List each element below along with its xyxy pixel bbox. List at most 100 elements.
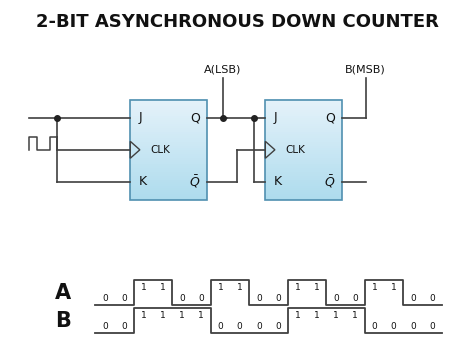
Text: $\bar{Q}$: $\bar{Q}$	[189, 173, 201, 190]
Bar	[130, 131, 207, 134]
Text: 0: 0	[391, 322, 397, 331]
Bar	[130, 197, 207, 200]
Text: B(MSB): B(MSB)	[345, 64, 386, 74]
Text: 0: 0	[429, 294, 435, 303]
Bar	[130, 163, 207, 166]
Bar	[130, 126, 207, 128]
Bar	[130, 142, 207, 144]
Bar	[130, 128, 207, 130]
Bar	[130, 111, 207, 114]
Bar	[265, 109, 342, 112]
Text: 0: 0	[333, 294, 339, 303]
Bar	[265, 166, 342, 168]
Bar	[130, 170, 207, 172]
Text: 0: 0	[429, 322, 435, 331]
Text: A(LSB): A(LSB)	[204, 64, 242, 74]
Bar	[265, 159, 342, 162]
Bar	[130, 149, 207, 152]
Bar	[130, 175, 207, 178]
Bar	[130, 145, 207, 148]
Text: Q: Q	[326, 111, 336, 124]
Bar	[265, 196, 342, 198]
Text: 1: 1	[141, 282, 146, 292]
Text: 1: 1	[198, 311, 204, 320]
Bar	[265, 114, 342, 116]
Bar	[265, 194, 342, 196]
Bar	[265, 131, 342, 134]
Bar	[130, 168, 207, 170]
Text: 0: 0	[410, 294, 416, 303]
Bar	[130, 121, 207, 124]
Text: 1: 1	[333, 311, 339, 320]
Bar	[130, 114, 207, 116]
Bar	[130, 116, 207, 118]
Text: 0: 0	[102, 294, 108, 303]
Bar	[130, 109, 207, 112]
Bar	[265, 142, 342, 144]
Bar	[265, 168, 342, 170]
Text: K: K	[139, 175, 147, 188]
Text: 2-BIT ASYNCHRONOUS DOWN COUNTER: 2-BIT ASYNCHRONOUS DOWN COUNTER	[36, 13, 438, 31]
Bar	[265, 187, 342, 190]
Bar	[130, 102, 207, 104]
Text: 1: 1	[160, 282, 165, 292]
Text: 1: 1	[314, 311, 319, 320]
Bar	[265, 197, 342, 200]
Bar	[265, 161, 342, 164]
Bar	[265, 173, 342, 176]
Bar	[130, 133, 207, 136]
Bar	[265, 170, 342, 172]
Bar	[265, 180, 342, 182]
Bar	[265, 171, 342, 174]
Text: Q: Q	[191, 111, 201, 124]
Bar	[265, 103, 342, 106]
Bar	[130, 147, 207, 150]
Bar	[265, 152, 342, 154]
Bar	[130, 129, 207, 132]
Text: J: J	[274, 111, 278, 124]
Bar	[130, 117, 207, 120]
Bar	[265, 107, 342, 110]
Bar	[130, 154, 207, 156]
Bar	[130, 159, 207, 162]
Bar	[265, 192, 342, 194]
Bar	[265, 102, 342, 104]
Bar	[265, 156, 342, 158]
Bar	[130, 156, 207, 158]
Text: 0: 0	[218, 322, 223, 331]
Bar	[130, 100, 207, 102]
Bar	[265, 116, 342, 118]
Bar	[130, 143, 207, 146]
Text: 1: 1	[294, 282, 301, 292]
Bar	[130, 107, 207, 110]
Text: 0: 0	[352, 294, 358, 303]
Text: $\bar{Q}$: $\bar{Q}$	[324, 173, 336, 190]
Bar	[265, 117, 342, 120]
Text: 1: 1	[314, 282, 319, 292]
Bar	[130, 103, 207, 106]
Bar	[130, 135, 207, 138]
Bar	[265, 133, 342, 136]
Bar	[265, 147, 342, 150]
Bar	[130, 185, 207, 188]
Bar	[265, 105, 342, 108]
Bar	[265, 100, 342, 102]
Bar	[130, 157, 207, 160]
Bar	[265, 182, 342, 184]
Bar	[265, 135, 342, 138]
Bar	[130, 152, 207, 154]
Bar	[265, 140, 342, 142]
Bar	[130, 184, 207, 186]
Text: 0: 0	[237, 322, 243, 331]
Bar	[130, 182, 207, 184]
Text: K: K	[274, 175, 282, 188]
Text: 0: 0	[410, 322, 416, 331]
Bar	[130, 180, 207, 182]
Bar	[265, 189, 342, 192]
Text: B: B	[55, 311, 71, 331]
Text: 0: 0	[275, 322, 281, 331]
Bar	[265, 121, 342, 124]
Bar	[130, 123, 207, 126]
Bar	[265, 184, 342, 186]
Bar	[265, 123, 342, 126]
